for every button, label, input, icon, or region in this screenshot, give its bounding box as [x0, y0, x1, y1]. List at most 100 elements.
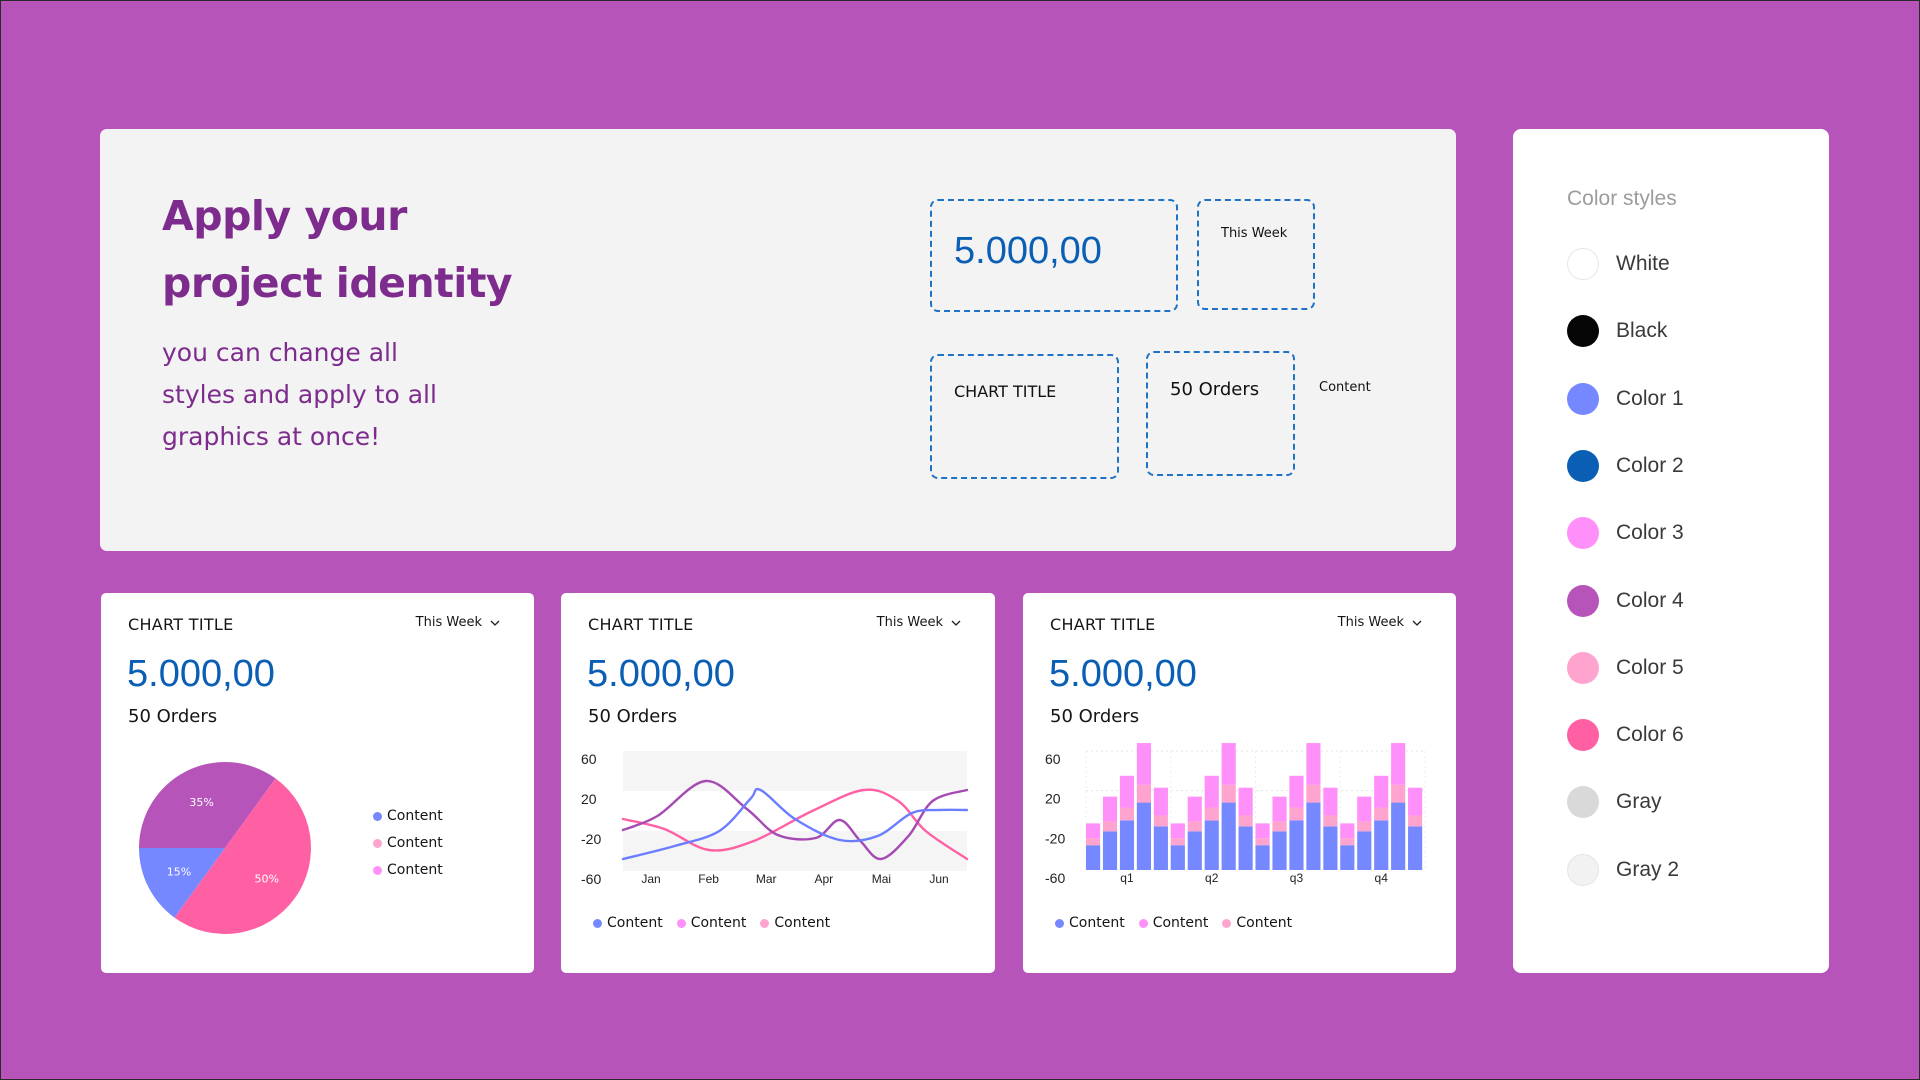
- bar-segment-1: [1136, 802, 1151, 870]
- chart-title-component[interactable]: CHART TITLE: [930, 354, 1119, 479]
- bar-segment-2: [1323, 815, 1338, 827]
- chevron-down-icon: [490, 620, 500, 626]
- legend-dot: [593, 918, 602, 928]
- x-tick-label: q3: [1290, 871, 1304, 885]
- color-swatch: [1567, 449, 1599, 482]
- color-style-gray[interactable]: Gray: [1567, 785, 1662, 819]
- bar-segment-2: [1374, 807, 1389, 821]
- color-style-color-4[interactable]: Color 4: [1567, 584, 1684, 618]
- legend-label: Content: [387, 835, 443, 851]
- bar-segment-3: [1187, 796, 1202, 822]
- color-style-color-3[interactable]: Color 3: [1567, 516, 1684, 550]
- legend-item: Content: [1222, 915, 1292, 931]
- color-style-label: Color 6: [1616, 723, 1684, 747]
- color-style-label: Color 2: [1616, 453, 1684, 477]
- legend-item: Content: [676, 915, 747, 931]
- hero-subtitle-line: styles and apply to all: [162, 380, 437, 409]
- bar-segment-2: [1170, 838, 1185, 846]
- bar-segment-2: [1306, 784, 1321, 803]
- x-tick-label: q2: [1205, 871, 1219, 885]
- legend-dot: [760, 918, 770, 928]
- bar-segment-2: [1408, 815, 1423, 827]
- color-style-label: Color 4: [1616, 588, 1684, 612]
- legend-dot: [373, 865, 382, 875]
- color-style-color-1[interactable]: Color 1: [1567, 382, 1684, 416]
- legend-item: Content: [373, 835, 443, 851]
- bar-segment-2: [1153, 815, 1168, 827]
- color-style-gray-2[interactable]: Gray 2: [1567, 853, 1679, 887]
- color-style-label: Gray 2: [1616, 857, 1680, 881]
- x-tick-label: Jan: [641, 872, 660, 886]
- period-dropdown[interactable]: This Week: [1338, 615, 1422, 630]
- bar-segment-2: [1187, 821, 1202, 832]
- card-value: 5.000,00: [127, 653, 275, 695]
- y-tick-label: 20: [1045, 791, 1061, 807]
- legend-dot: [1222, 918, 1232, 928]
- color-style-color-5[interactable]: Color 5: [1567, 651, 1684, 685]
- pie-chart-card: CHART TITLE This Week 5.000,00 50 Orders…: [101, 593, 534, 973]
- value-text: 5.000,00: [954, 230, 1102, 272]
- period-dropdown[interactable]: This Week: [877, 615, 961, 630]
- bar-segment-2: [1221, 784, 1236, 803]
- legend-label: Content: [387, 808, 443, 824]
- pie-slice-label: 50%: [255, 872, 279, 885]
- card-title: CHART TITLE: [128, 615, 234, 634]
- color-style-label: Gray: [1616, 790, 1662, 814]
- color-style-color-6[interactable]: Color 6: [1567, 718, 1684, 752]
- legend-dot: [676, 918, 686, 928]
- bar-chart: 60 20 -20 -60 q1 q2 q3 q4: [1045, 743, 1426, 886]
- y-tick-label: -20: [581, 831, 601, 847]
- bar-segment-2: [1255, 838, 1270, 846]
- pie-slice-3: [139, 848, 225, 918]
- color-swatch: [1567, 786, 1599, 819]
- bar-segment-3: [1086, 823, 1101, 839]
- bar-segment-1: [1255, 845, 1270, 870]
- color-style-black[interactable]: Black: [1567, 314, 1667, 348]
- bar-segment-1: [1408, 826, 1423, 870]
- card-value: 5.000,00: [587, 653, 735, 695]
- hero-subtitle: you can change all styles and apply to a…: [162, 332, 562, 458]
- color-swatch: [1567, 315, 1599, 348]
- card-orders: 50 Orders: [128, 706, 218, 727]
- bar-segment-1: [1238, 826, 1253, 870]
- x-tick-label: q4: [1375, 871, 1389, 885]
- bar-segment-3: [1170, 823, 1185, 839]
- color-style-color-2[interactable]: Color 2: [1567, 449, 1684, 483]
- card-orders: 50 Orders: [588, 706, 678, 727]
- x-tick-label: Jun: [929, 872, 948, 886]
- bar-segment-2: [1086, 838, 1101, 846]
- period-text: This Week: [1221, 226, 1288, 241]
- bar-segment-2: [1272, 821, 1287, 832]
- pie-slice-1: [139, 762, 276, 848]
- x-tick-label: Apr: [814, 872, 833, 886]
- bar-segment-2: [1340, 838, 1355, 846]
- bar-segment-2: [1119, 807, 1135, 821]
- legend-label: Content: [387, 862, 443, 878]
- period-component[interactable]: This Week: [1197, 199, 1315, 310]
- legend-label: Content: [774, 915, 831, 931]
- color-style-white[interactable]: White: [1567, 247, 1670, 281]
- legend-item: Content: [373, 808, 443, 824]
- color-style-label: Black: [1616, 319, 1668, 343]
- chart-title-text: CHART TITLE: [954, 382, 1057, 401]
- legend-item: Content: [1055, 915, 1125, 931]
- period-dropdown-label: This Week: [876, 615, 943, 630]
- period-dropdown[interactable]: This Week: [416, 615, 500, 630]
- x-tick-label: Mar: [756, 872, 777, 886]
- chevron-down-icon: [1412, 620, 1422, 626]
- bar-segment-3: [1204, 775, 1219, 808]
- bar-segment-3: [1340, 823, 1355, 839]
- orders-component[interactable]: 50 Orders: [1146, 351, 1295, 476]
- hero-card: Apply your project identity you can chan…: [100, 129, 1456, 551]
- value-component[interactable]: 5.000,00: [930, 199, 1178, 312]
- y-tick-label: 60: [1045, 751, 1061, 767]
- color-style-label: Color 1: [1616, 386, 1684, 410]
- bar-segment-1: [1357, 831, 1372, 870]
- bar-segment-1: [1340, 845, 1355, 870]
- bar-chart-card: CHART TITLE This Week 5.000,00 50 Orders…: [1023, 593, 1456, 973]
- legend-label: Content: [690, 915, 747, 931]
- bar-segment-2: [1238, 815, 1253, 827]
- bar-segment-2: [1391, 784, 1406, 803]
- period-dropdown-label: This Week: [415, 615, 482, 630]
- bar-segment-3: [1357, 796, 1372, 822]
